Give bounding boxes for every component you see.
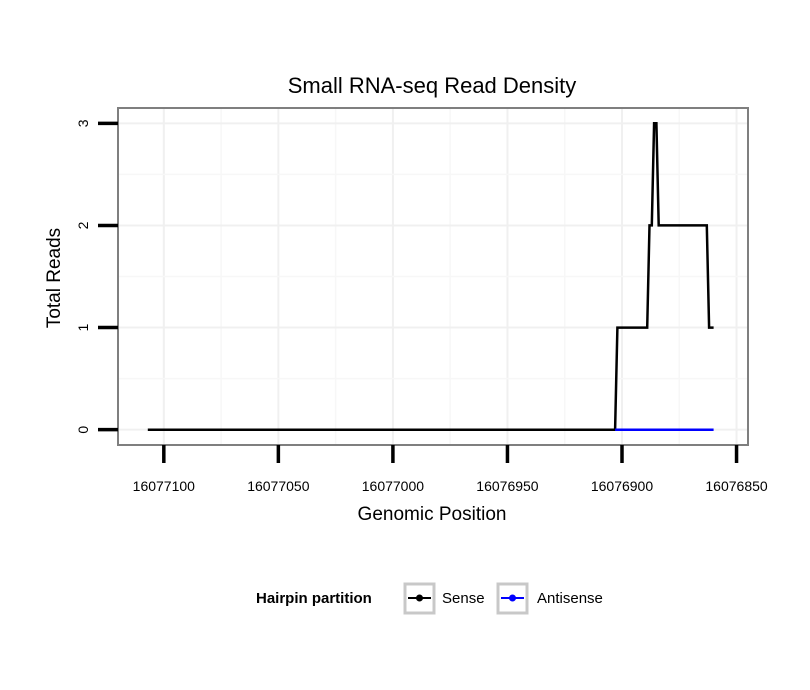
chart-title: Small RNA-seq Read Density <box>288 73 577 98</box>
y-tick-label: 3 <box>75 119 91 127</box>
x-tick-label: 16076900 <box>591 478 654 494</box>
x-tick-label: 16077000 <box>362 478 425 494</box>
x-axis-label: Genomic Position <box>358 504 507 525</box>
y-tick-label: 1 <box>75 323 91 331</box>
y-tick-label: 0 <box>75 426 91 434</box>
series-line-sense <box>147 122 714 431</box>
legend-marker-sense <box>416 594 423 602</box>
legend-item-sense: Sense <box>403 582 485 615</box>
legend: Hairpin partition Sense Antisense <box>256 582 603 615</box>
x-tick-label: 16077100 <box>133 478 196 494</box>
plot-panel-border <box>117 107 749 446</box>
legend-marker-antisense <box>509 594 516 602</box>
legend-label-sense: Sense <box>442 590 485 607</box>
x-tick-label: 16076850 <box>705 478 768 494</box>
legend-item-antisense: Antisense <box>496 582 603 615</box>
legend-label-antisense: Antisense <box>537 590 603 607</box>
series-layer <box>147 122 714 431</box>
y-tick-label: 2 <box>75 221 91 229</box>
legend-title: Hairpin partition <box>256 590 372 607</box>
axes: 16077100 16077050 16077000 16076950 16076900… <box>75 119 768 494</box>
x-tick-label: 16077050 <box>247 478 310 494</box>
y-axis-label: Total Reads <box>44 228 65 328</box>
x-tick-label: 16076950 <box>476 478 539 494</box>
